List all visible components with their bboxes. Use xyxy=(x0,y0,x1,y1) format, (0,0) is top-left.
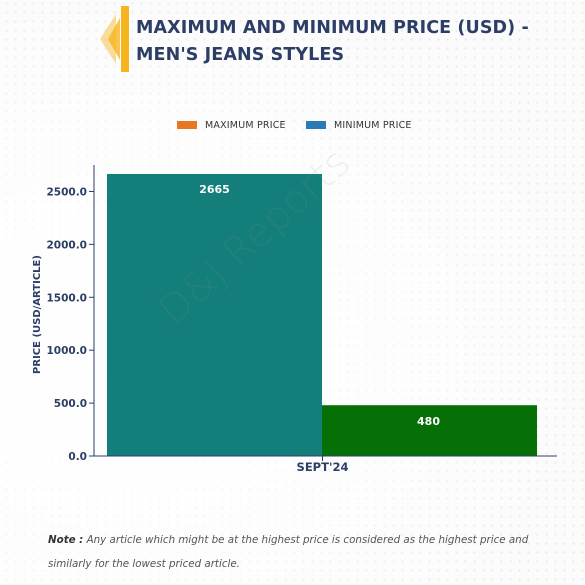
note-text: Any article which might be at the highes… xyxy=(48,534,529,570)
chart-legend: MAXIMUM PRICE MINIMUM PRICE xyxy=(0,117,585,133)
data-label-minimum: 480 xyxy=(417,415,440,428)
y-tick-label: 0.0 xyxy=(68,451,87,463)
legend-swatch-maximum xyxy=(177,121,197,129)
y-tick-label: 1000.0 xyxy=(46,345,87,357)
chart-title: MAXIMUM AND MINIMUM PRICE (USD) - MEN'S … xyxy=(136,18,529,65)
legend-item-minimum: MINIMUM PRICE xyxy=(306,117,412,133)
note-head: Note : xyxy=(48,534,84,546)
bar-minimum xyxy=(322,405,537,456)
legend-label-minimum: MINIMUM PRICE xyxy=(334,119,412,131)
chart-header: MAXIMUM AND MINIMUM PRICE (USD) - MEN'S … xyxy=(98,6,568,72)
data-label-maximum: 2665 xyxy=(199,183,230,196)
chart-note: Note : Any article which might be at the… xyxy=(48,528,568,576)
legend-label-maximum: MAXIMUM PRICE xyxy=(205,119,286,131)
legend-swatch-minimum xyxy=(306,121,326,129)
x-tick-label: SEPT'24 xyxy=(297,460,349,474)
bar-maximum xyxy=(107,173,322,456)
legend-item-maximum: MAXIMUM PRICE xyxy=(177,117,286,133)
title-accent-icon xyxy=(100,6,129,72)
y-tick-label: 2000.0 xyxy=(46,239,87,251)
y-tick-label: 2500.0 xyxy=(46,186,87,198)
y-tick-label: 1500.0 xyxy=(46,292,87,304)
y-tick-label: 500.0 xyxy=(54,398,87,410)
y-axis-title: PRICE (USD/ARTICLE) xyxy=(32,255,43,374)
